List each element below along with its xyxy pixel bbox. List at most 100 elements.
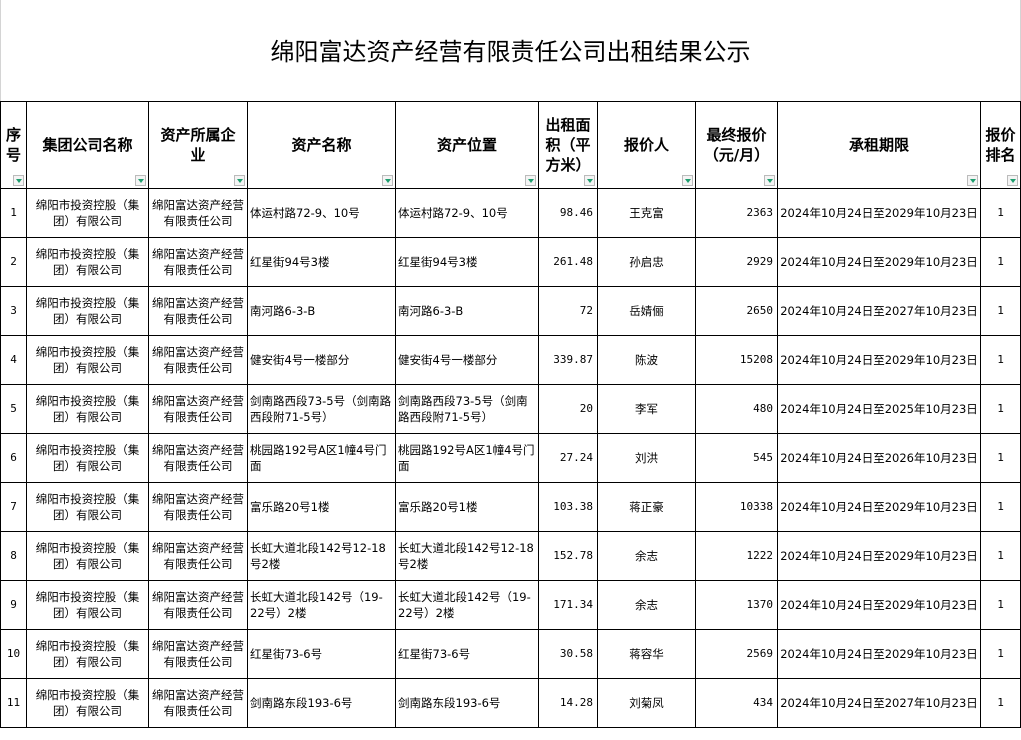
cell-owner[interactable]: 绵阳富达资产经营有限责任公司 (148, 286, 248, 336)
cell-term[interactable]: 2024年10月24日至2029年10月23日 (777, 531, 981, 581)
cell-no[interactable]: 7 (0, 482, 27, 532)
cell-owner[interactable]: 绵阳富达资产经营有限责任公司 (148, 482, 248, 532)
filter-dropdown-icon[interactable] (584, 175, 595, 186)
cell-name[interactable]: 南河路6-3-B (247, 286, 396, 336)
cell-owner[interactable]: 绵阳富达资产经营有限责任公司 (148, 629, 248, 679)
cell-area[interactable]: 72 (538, 286, 598, 336)
cell-group[interactable]: 绵阳市投资控股（集团）有限公司 (26, 286, 149, 336)
cell-name[interactable]: 健安街4号一楼部分 (247, 335, 396, 385)
cell-no[interactable]: 6 (0, 433, 27, 483)
cell-group[interactable]: 绵阳市投资控股（集团）有限公司 (26, 629, 149, 679)
cell-location[interactable]: 红星街73-6号 (395, 629, 539, 679)
cell-no[interactable]: 11 (0, 678, 27, 728)
cell-rank[interactable]: 1 (980, 286, 1021, 336)
cell-owner[interactable]: 绵阳富达资产经营有限责任公司 (148, 188, 248, 238)
cell-location[interactable]: 剑南路东段193-6号 (395, 678, 539, 728)
cell-price[interactable]: 10338 (695, 482, 778, 532)
cell-group[interactable]: 绵阳市投资控股（集团）有限公司 (26, 335, 149, 385)
filter-dropdown-icon[interactable] (13, 175, 24, 186)
cell-area[interactable]: 261.48 (538, 237, 598, 287)
cell-no[interactable]: 3 (0, 286, 27, 336)
cell-bidder[interactable]: 岳婧俪 (597, 286, 696, 336)
cell-location[interactable]: 红星街94号3楼 (395, 237, 539, 287)
cell-rank[interactable]: 1 (980, 531, 1021, 581)
cell-rank[interactable]: 1 (980, 482, 1021, 532)
cell-term[interactable]: 2024年10月24日至2029年10月23日 (777, 482, 981, 532)
cell-bidder[interactable]: 刘洪 (597, 433, 696, 483)
cell-term[interactable]: 2024年10月24日至2027年10月23日 (777, 678, 981, 728)
cell-price[interactable]: 2929 (695, 237, 778, 287)
cell-no[interactable]: 10 (0, 629, 27, 679)
filter-dropdown-icon[interactable] (234, 175, 245, 186)
cell-group[interactable]: 绵阳市投资控股（集团）有限公司 (26, 433, 149, 483)
cell-location[interactable]: 南河路6-3-B (395, 286, 539, 336)
cell-group[interactable]: 绵阳市投资控股（集团）有限公司 (26, 188, 149, 238)
cell-no[interactable]: 9 (0, 580, 27, 630)
filter-dropdown-icon[interactable] (682, 175, 693, 186)
cell-rank[interactable]: 1 (980, 629, 1021, 679)
cell-bidder[interactable]: 李军 (597, 384, 696, 434)
cell-name[interactable]: 富乐路20号1楼 (247, 482, 396, 532)
cell-name[interactable]: 桃园路192号A区1幢4号门面 (247, 433, 396, 483)
cell-price[interactable]: 2569 (695, 629, 778, 679)
cell-bidder[interactable]: 余志 (597, 580, 696, 630)
cell-price[interactable]: 15208 (695, 335, 778, 385)
cell-rank[interactable]: 1 (980, 384, 1021, 434)
cell-area[interactable]: 103.38 (538, 482, 598, 532)
cell-owner[interactable]: 绵阳富达资产经营有限责任公司 (148, 384, 248, 434)
cell-price[interactable]: 434 (695, 678, 778, 728)
cell-no[interactable]: 4 (0, 335, 27, 385)
cell-term[interactable]: 2024年10月24日至2025年10月23日 (777, 384, 981, 434)
cell-owner[interactable]: 绵阳富达资产经营有限责任公司 (148, 335, 248, 385)
cell-term[interactable]: 2024年10月24日至2029年10月23日 (777, 188, 981, 238)
cell-price[interactable]: 2650 (695, 286, 778, 336)
cell-bidder[interactable]: 孙启忠 (597, 237, 696, 287)
filter-dropdown-icon[interactable] (525, 175, 536, 186)
cell-area[interactable]: 152.78 (538, 531, 598, 581)
cell-location[interactable]: 富乐路20号1楼 (395, 482, 539, 532)
cell-term[interactable]: 2024年10月24日至2029年10月23日 (777, 335, 981, 385)
cell-bidder[interactable]: 蒋正豪 (597, 482, 696, 532)
cell-price[interactable]: 545 (695, 433, 778, 483)
cell-location[interactable]: 体运村路72-9、10号 (395, 188, 539, 238)
cell-price[interactable]: 1370 (695, 580, 778, 630)
cell-price[interactable]: 1222 (695, 531, 778, 581)
cell-bidder[interactable]: 余志 (597, 531, 696, 581)
cell-group[interactable]: 绵阳市投资控股（集团）有限公司 (26, 531, 149, 581)
filter-dropdown-icon[interactable] (382, 175, 393, 186)
cell-term[interactable]: 2024年10月24日至2026年10月23日 (777, 433, 981, 483)
cell-name[interactable]: 红星街94号3楼 (247, 237, 396, 287)
cell-area[interactable]: 339.87 (538, 335, 598, 385)
cell-location[interactable]: 长虹大道北段142号12-18号2楼 (395, 531, 539, 581)
cell-rank[interactable]: 1 (980, 678, 1021, 728)
cell-owner[interactable]: 绵阳富达资产经营有限责任公司 (148, 433, 248, 483)
filter-dropdown-icon[interactable] (967, 175, 978, 186)
cell-rank[interactable]: 1 (980, 335, 1021, 385)
cell-owner[interactable]: 绵阳富达资产经营有限责任公司 (148, 531, 248, 581)
cell-price[interactable]: 2363 (695, 188, 778, 238)
cell-location[interactable]: 桃园路192号A区1幢4号门面 (395, 433, 539, 483)
cell-term[interactable]: 2024年10月24日至2029年10月23日 (777, 629, 981, 679)
cell-group[interactable]: 绵阳市投资控股（集团）有限公司 (26, 237, 149, 287)
cell-rank[interactable]: 1 (980, 580, 1021, 630)
cell-name[interactable]: 剑南路东段193-6号 (247, 678, 396, 728)
cell-term[interactable]: 2024年10月24日至2029年10月23日 (777, 580, 981, 630)
cell-owner[interactable]: 绵阳富达资产经营有限责任公司 (148, 237, 248, 287)
cell-bidder[interactable]: 陈波 (597, 335, 696, 385)
cell-no[interactable]: 8 (0, 531, 27, 581)
filter-dropdown-icon[interactable] (135, 175, 146, 186)
cell-no[interactable]: 1 (0, 188, 27, 238)
cell-area[interactable]: 27.24 (538, 433, 598, 483)
cell-area[interactable]: 171.34 (538, 580, 598, 630)
cell-area[interactable]: 98.46 (538, 188, 598, 238)
cell-location[interactable]: 剑南路西段73-5号（剑南路西段附71-5号） (395, 384, 539, 434)
cell-name[interactable]: 剑南路西段73-5号（剑南路西段附71-5号） (247, 384, 396, 434)
cell-term[interactable]: 2024年10月24日至2029年10月23日 (777, 237, 981, 287)
cell-location[interactable]: 长虹大道北段142号（19-22号）2楼 (395, 580, 539, 630)
filter-dropdown-icon[interactable] (1007, 175, 1018, 186)
cell-group[interactable]: 绵阳市投资控股（集团）有限公司 (26, 580, 149, 630)
cell-rank[interactable]: 1 (980, 237, 1021, 287)
cell-group[interactable]: 绵阳市投资控股（集团）有限公司 (26, 482, 149, 532)
cell-group[interactable]: 绵阳市投资控股（集团）有限公司 (26, 384, 149, 434)
cell-group[interactable]: 绵阳市投资控股（集团）有限公司 (26, 678, 149, 728)
